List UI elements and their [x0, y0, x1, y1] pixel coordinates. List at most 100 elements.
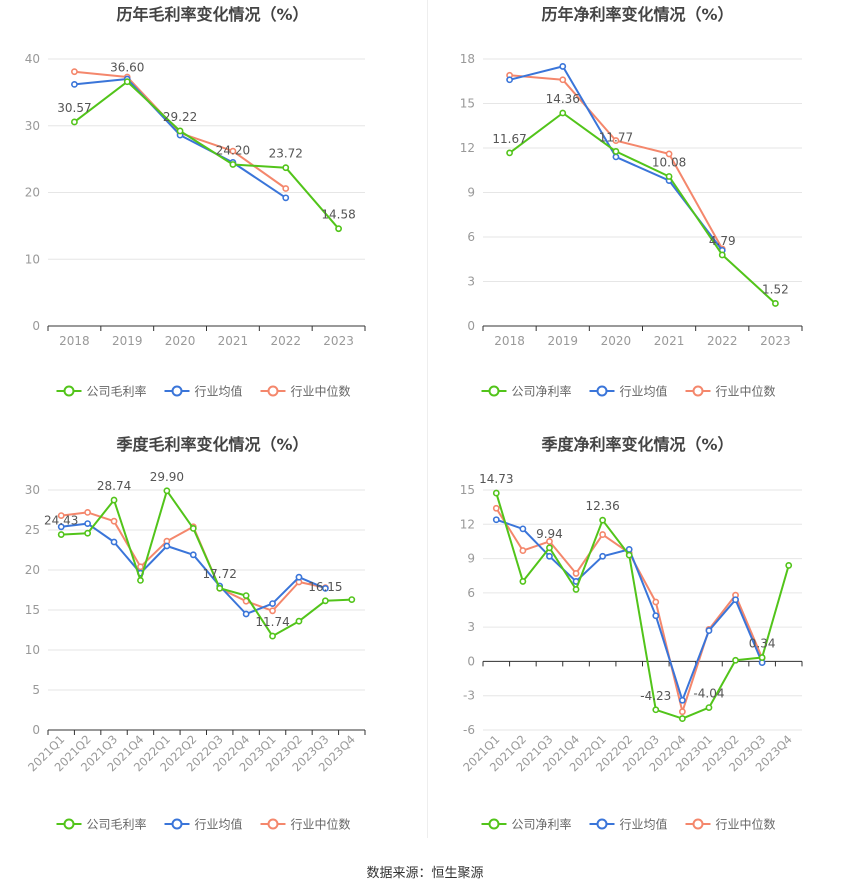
y-tick-label: 0: [467, 319, 475, 333]
legend-item-avg: 行业均值: [164, 817, 243, 832]
quarterly-gross-margin-chart: 季度毛利率变化情况（%）0510152025302021Q12021Q22021…: [25, 435, 366, 832]
data-point-avg: [269, 600, 276, 607]
x-tick-label: 2018: [59, 334, 90, 348]
y-tick-label: 3: [467, 275, 475, 289]
data-point-median: [612, 137, 620, 144]
data-point-company: [652, 706, 660, 714]
x-tick-label: 2018: [494, 334, 525, 348]
data-point-avg: [189, 551, 197, 559]
y-tick-label: 12: [460, 141, 475, 155]
y-tick-label: 9: [467, 186, 475, 200]
data-point-median: [71, 68, 78, 76]
data-point-company: [335, 225, 342, 233]
data-point-company: [506, 149, 513, 157]
legend-item-company: 公司净利率: [481, 817, 572, 832]
series-line-company: [509, 112, 777, 305]
data-source-footer: 数据来源：恒生聚源: [366, 866, 484, 881]
y-tick-label: 20: [25, 186, 40, 200]
x-tick-label: 2021: [218, 334, 249, 348]
data-label: 14.36: [546, 92, 580, 106]
y-tick-label: 25: [25, 523, 40, 537]
legend-item-median: 行业中位数: [260, 817, 351, 832]
data-point-median: [678, 708, 686, 716]
data-label: 16.15: [308, 580, 342, 594]
legend-item-avg: 行业均值: [589, 384, 668, 399]
data-point-company: [718, 251, 726, 259]
chart-title: 季度毛利率变化情况（%）: [115, 435, 308, 454]
data-point-median: [282, 185, 290, 192]
legend-marker: [488, 385, 500, 397]
data-point-company: [785, 562, 793, 569]
legend-label: 行业均值: [195, 817, 243, 832]
data-point-avg: [546, 552, 553, 560]
series-line-avg: [61, 522, 326, 615]
data-label: 14.73: [479, 472, 513, 486]
data-point-median: [137, 563, 144, 571]
y-tick-label: 15: [460, 97, 475, 111]
x-tick-label: 2019: [547, 334, 578, 348]
data-point-avg: [163, 542, 171, 550]
data-point-company: [282, 164, 290, 172]
data-point-company: [216, 584, 224, 592]
legend-label: 行业中位数: [716, 384, 776, 399]
chart-panel-quarterly-net-margin: 季度净利率变化情况（%） -6 -3 0 3 6 9 12 15 2021Q1 2021Q2 2021…: [425, 430, 850, 860]
legend-label: 行业中位数: [291, 384, 351, 399]
legend-marker: [267, 385, 279, 397]
data-point-company: [269, 632, 276, 640]
data-label: 11.74: [255, 615, 289, 629]
data-point-avg: [506, 76, 513, 84]
legend-marker: [171, 385, 183, 397]
legend-item-median: 行业中位数: [260, 384, 351, 399]
x-tick-label: 2020: [601, 334, 632, 348]
data-point-avg: [519, 525, 527, 533]
legend-label: 行业中位数: [716, 817, 776, 832]
legend-marker: [596, 818, 608, 830]
x-tick-label: 2021: [654, 334, 685, 348]
data-point-avg: [559, 63, 567, 70]
data-point-company: [84, 529, 92, 537]
series-line-company: [61, 489, 352, 638]
data-point-company: [295, 617, 303, 625]
data-point-median: [546, 538, 553, 545]
data-point-company: [57, 531, 65, 538]
legend-item-median: 行业中位数: [685, 817, 776, 832]
data-point-company: [176, 127, 184, 135]
legend-marker: [692, 818, 704, 830]
legend-label: 公司净利率: [512, 384, 572, 399]
data-point-company: [242, 592, 250, 599]
legend-marker: [267, 818, 279, 830]
legend-item-avg: 行业均值: [164, 384, 243, 399]
legend-marker: [171, 818, 183, 830]
y-tick-label: 30: [25, 119, 40, 133]
y-tick-label: 6: [467, 586, 475, 600]
data-label: 11.77: [599, 130, 633, 144]
data-point-company: [321, 597, 329, 605]
legend-item-company: 公司净利率: [481, 384, 572, 399]
data-label: 12.36: [585, 499, 619, 513]
data-point-company: [678, 715, 686, 722]
legend-label: 公司毛利率: [87, 384, 147, 399]
data-point-avg: [282, 194, 290, 202]
data-point-company: [705, 704, 713, 711]
legend-marker: [488, 818, 500, 830]
data-label: 30.57: [57, 101, 91, 115]
series-line-company: [495, 492, 790, 720]
data-point-company: [625, 551, 633, 559]
legend-label: 行业均值: [620, 817, 668, 832]
data-point-median: [559, 76, 567, 84]
data-point-company: [665, 173, 673, 180]
data-point-median: [57, 512, 65, 519]
data-point-company: [163, 487, 171, 495]
data-point-company: [137, 576, 144, 584]
chart-title: 历年毛利率变化情况（%）: [116, 5, 308, 24]
chart-panel-annual-net-margin: 历年净利率变化情况（%） 0 3 6 9 12 15 18 2018 2019 2020 2021 20…: [425, 0, 850, 430]
data-point-company: [519, 578, 527, 585]
x-tick-label: 2023: [760, 334, 791, 348]
data-point-median: [84, 509, 92, 516]
legend-label: 公司净利率: [512, 817, 572, 832]
data-point-median: [519, 547, 527, 554]
data-point-avg: [732, 596, 739, 604]
data-point-avg: [705, 627, 713, 634]
data-point-company: [492, 489, 500, 497]
data-point-company: [599, 516, 607, 524]
